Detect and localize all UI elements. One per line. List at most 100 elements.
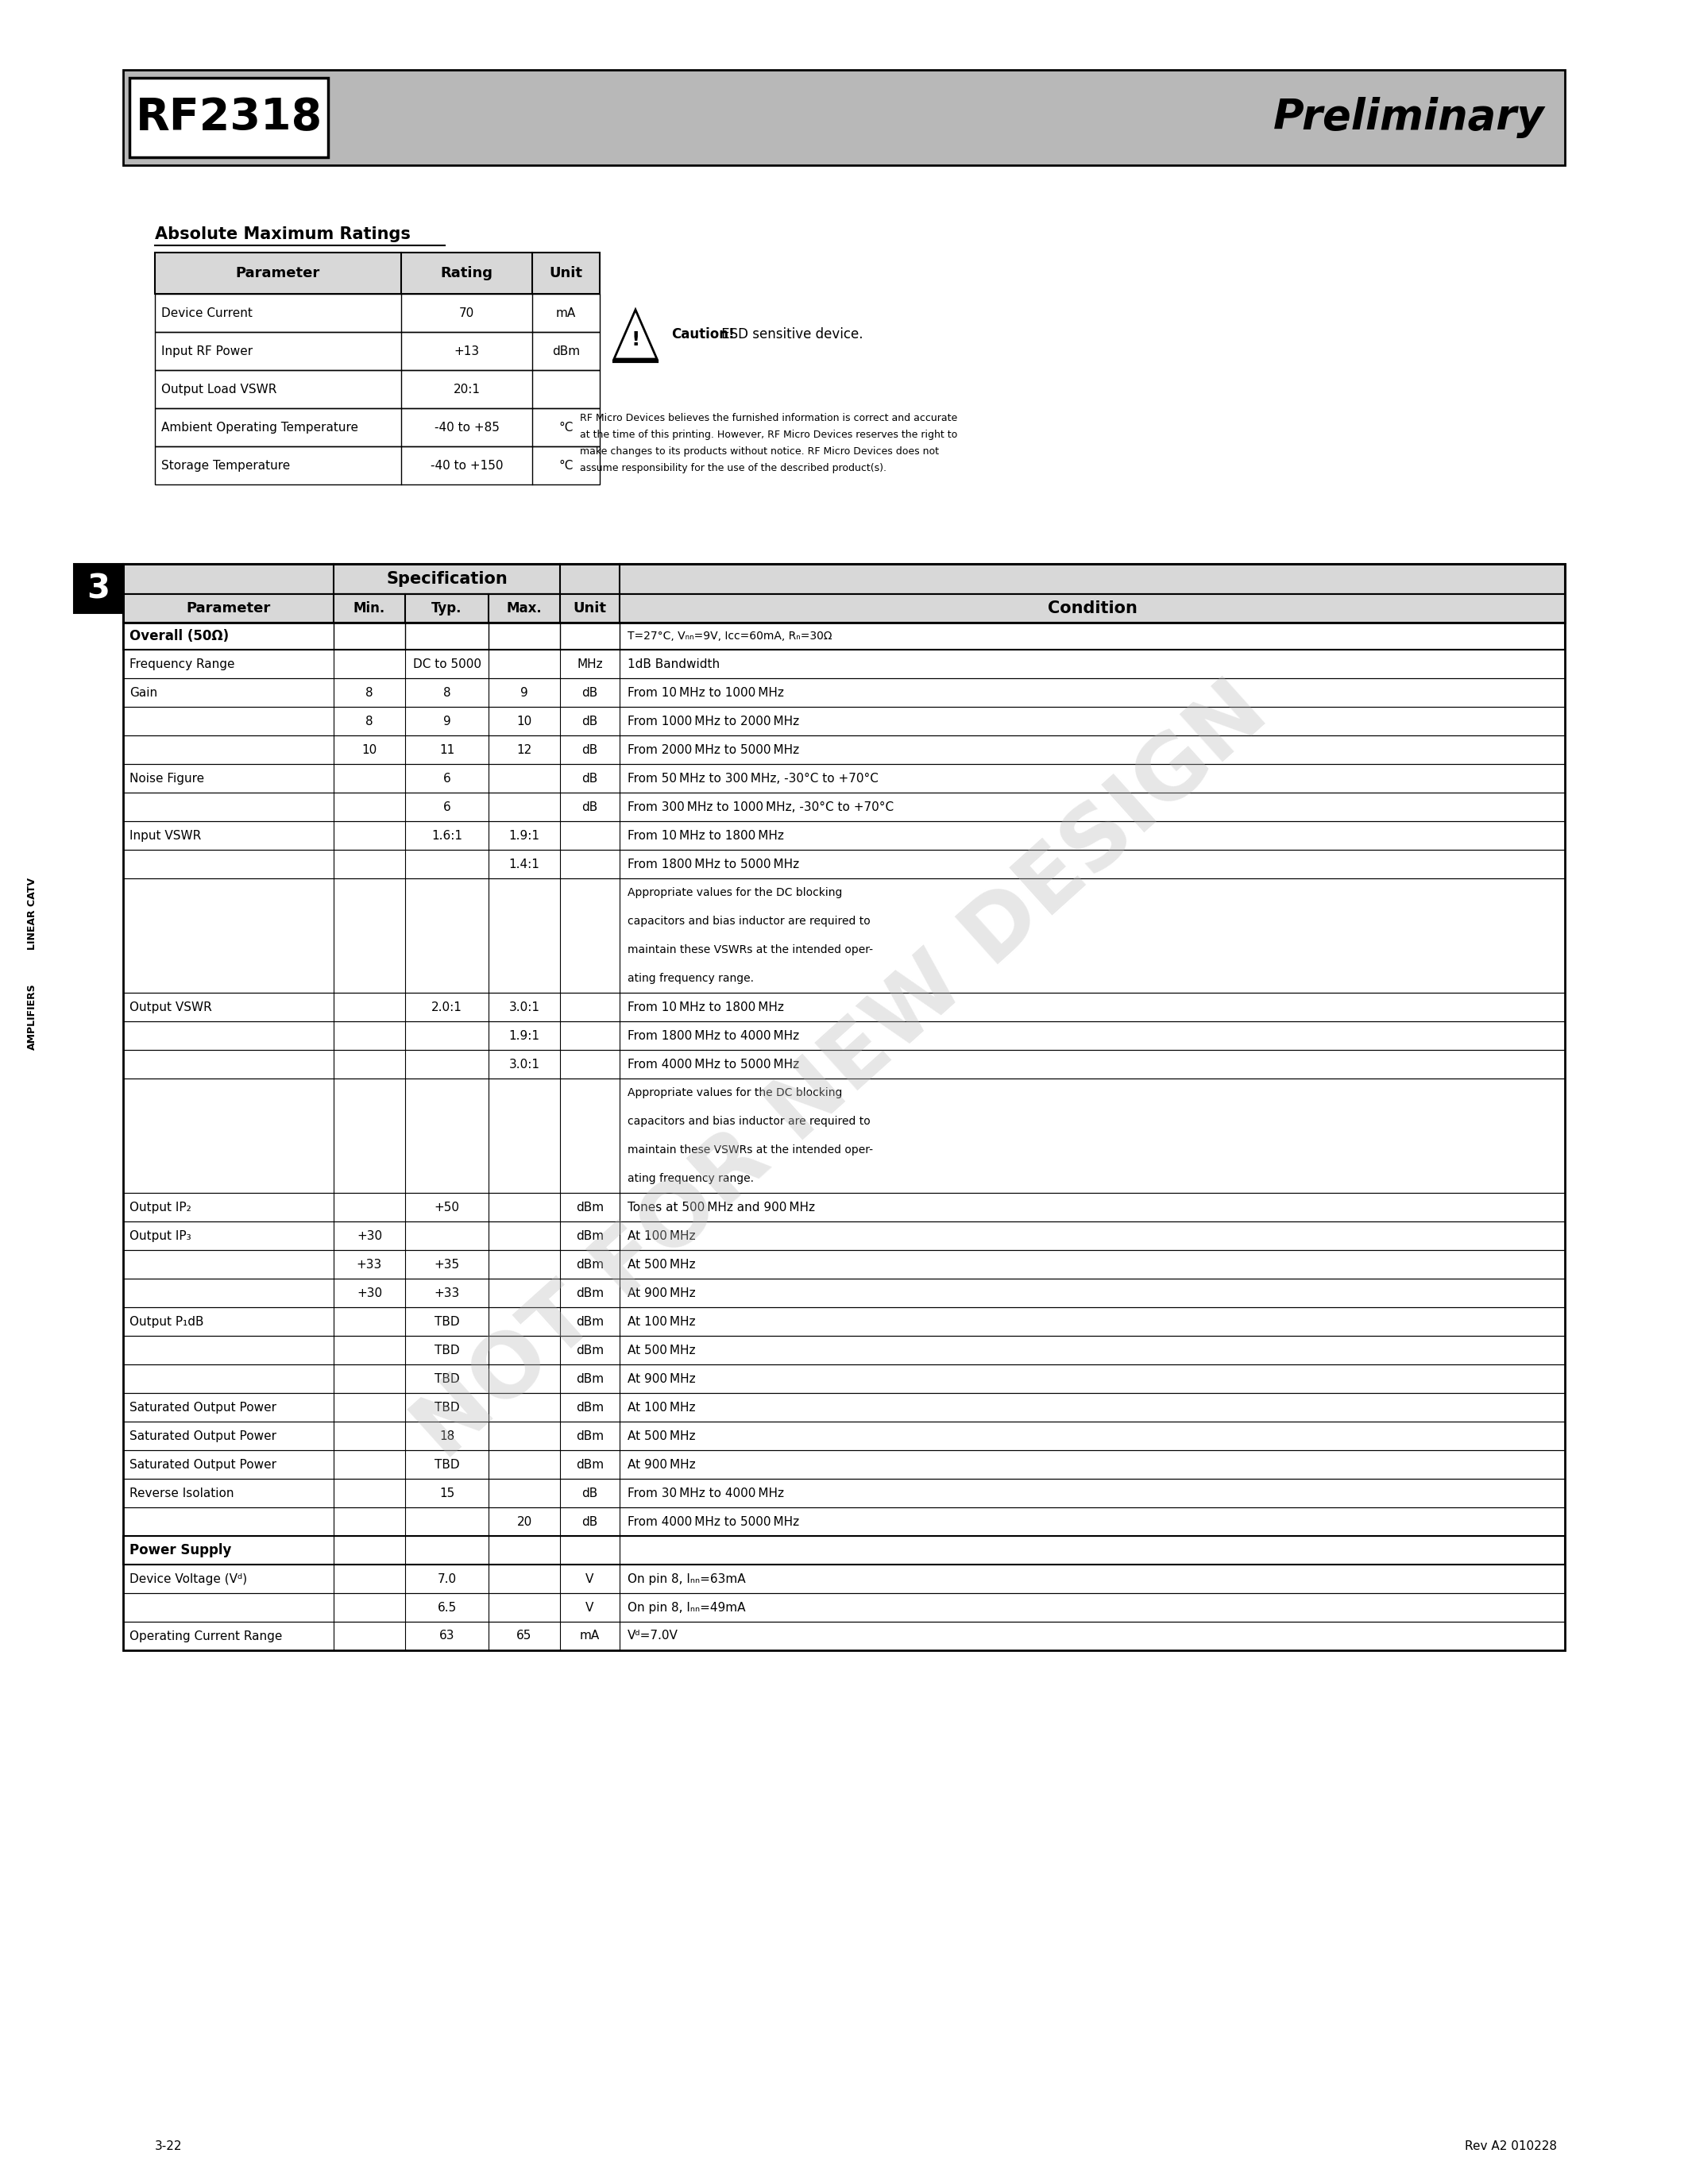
Bar bbox=[123, 1479, 1565, 1507]
Text: dBm: dBm bbox=[576, 1258, 604, 1271]
Text: dB: dB bbox=[582, 686, 598, 699]
Bar bbox=[123, 1192, 1565, 1221]
Text: +50: +50 bbox=[434, 1201, 459, 1212]
Text: 8: 8 bbox=[366, 714, 373, 727]
Bar bbox=[130, 79, 327, 157]
Text: From 4000 MHz to 5000 MHz: From 4000 MHz to 5000 MHz bbox=[628, 1516, 798, 1527]
Bar bbox=[123, 850, 1565, 878]
Text: 7.0: 7.0 bbox=[437, 1572, 456, 1586]
Text: Specification: Specification bbox=[387, 570, 508, 587]
Text: dBm: dBm bbox=[576, 1315, 604, 1328]
Text: -40 to +85: -40 to +85 bbox=[434, 422, 500, 432]
Text: dBm: dBm bbox=[576, 1201, 604, 1212]
Bar bbox=[123, 1450, 1565, 1479]
Text: -40 to +150: -40 to +150 bbox=[430, 459, 503, 472]
Text: +30: +30 bbox=[356, 1286, 381, 1299]
Text: At 100 MHz: At 100 MHz bbox=[628, 1230, 695, 1243]
Text: 9: 9 bbox=[442, 714, 451, 727]
Text: maintain these VSWRs at the intended oper-: maintain these VSWRs at the intended ope… bbox=[628, 1144, 873, 1155]
Text: 63: 63 bbox=[439, 1629, 454, 1642]
Text: Output Load VSWR: Output Load VSWR bbox=[162, 382, 277, 395]
Bar bbox=[123, 1051, 1565, 1079]
Text: dBm: dBm bbox=[576, 1459, 604, 1470]
Text: 20: 20 bbox=[517, 1516, 532, 1527]
Text: From 1000 MHz to 2000 MHz: From 1000 MHz to 2000 MHz bbox=[628, 714, 798, 727]
Text: 6.5: 6.5 bbox=[437, 1601, 456, 1614]
Text: °C: °C bbox=[559, 422, 574, 432]
Text: 3-22: 3-22 bbox=[155, 2140, 182, 2151]
Text: 6: 6 bbox=[442, 802, 451, 812]
Text: Device Current: Device Current bbox=[162, 308, 253, 319]
Text: 6: 6 bbox=[442, 773, 451, 784]
Text: At 900 MHz: At 900 MHz bbox=[628, 1459, 695, 1470]
Text: Input RF Power: Input RF Power bbox=[162, 345, 253, 356]
Text: From 10 MHz to 1800 MHz: From 10 MHz to 1800 MHz bbox=[628, 1000, 783, 1013]
Text: From 1800 MHz to 4000 MHz: From 1800 MHz to 4000 MHz bbox=[628, 1029, 798, 1042]
Bar bbox=[123, 649, 1565, 679]
Text: Operating Current Range: Operating Current Range bbox=[130, 1629, 282, 1642]
Text: On pin 8, Iₙₙ=49mA: On pin 8, Iₙₙ=49mA bbox=[628, 1601, 746, 1614]
Bar bbox=[123, 563, 1565, 594]
Text: Device Voltage (Vᵈ): Device Voltage (Vᵈ) bbox=[130, 1572, 246, 1586]
Text: From 10 MHz to 1800 MHz: From 10 MHz to 1800 MHz bbox=[628, 830, 783, 841]
Text: Condition: Condition bbox=[1047, 601, 1138, 616]
Text: 11: 11 bbox=[439, 745, 454, 756]
Text: dBm: dBm bbox=[576, 1431, 604, 1441]
Text: dBm: dBm bbox=[552, 345, 581, 356]
Text: Typ.: Typ. bbox=[432, 601, 463, 616]
Text: 12: 12 bbox=[517, 745, 532, 756]
Text: Output VSWR: Output VSWR bbox=[130, 1000, 213, 1013]
Text: 3: 3 bbox=[88, 572, 110, 605]
Bar bbox=[123, 994, 1565, 1022]
Text: From 2000 MHz to 5000 MHz: From 2000 MHz to 5000 MHz bbox=[628, 745, 798, 756]
Text: AMPLIFIERS: AMPLIFIERS bbox=[27, 983, 37, 1051]
Text: At 500 MHz: At 500 MHz bbox=[628, 1343, 695, 1356]
Text: 1dB Bandwidth: 1dB Bandwidth bbox=[628, 657, 719, 670]
Text: 8: 8 bbox=[366, 686, 373, 699]
Bar bbox=[155, 253, 599, 295]
Text: dB: dB bbox=[582, 1487, 598, 1498]
Text: Parameter: Parameter bbox=[186, 601, 270, 616]
Text: 10: 10 bbox=[517, 714, 532, 727]
Text: Output P₁dB: Output P₁dB bbox=[130, 1315, 204, 1328]
Text: 9: 9 bbox=[520, 686, 528, 699]
Text: On pin 8, Iₙₙ=63mA: On pin 8, Iₙₙ=63mA bbox=[628, 1572, 746, 1586]
Text: dB: dB bbox=[582, 773, 598, 784]
Bar bbox=[123, 764, 1565, 793]
Text: 15: 15 bbox=[439, 1487, 454, 1498]
Text: V: V bbox=[586, 1601, 594, 1614]
Text: mA: mA bbox=[579, 1629, 599, 1642]
Text: 1.4:1: 1.4:1 bbox=[508, 858, 540, 869]
Text: !: ! bbox=[631, 330, 640, 349]
Text: +13: +13 bbox=[454, 345, 479, 356]
Text: Gain: Gain bbox=[130, 686, 157, 699]
Text: 1.9:1: 1.9:1 bbox=[508, 830, 540, 841]
Text: TBD: TBD bbox=[434, 1459, 459, 1470]
Text: TBD: TBD bbox=[434, 1343, 459, 1356]
Text: From 300 MHz to 1000 MHz, -30°C to +70°C: From 300 MHz to 1000 MHz, -30°C to +70°C bbox=[628, 802, 893, 812]
Text: Noise Figure: Noise Figure bbox=[130, 773, 204, 784]
Bar bbox=[74, 563, 123, 614]
Text: NOT FOR NEW DESIGN: NOT FOR NEW DESIGN bbox=[400, 668, 1285, 1476]
Text: 20:1: 20:1 bbox=[452, 382, 479, 395]
Text: Reverse Isolation: Reverse Isolation bbox=[130, 1487, 235, 1498]
Bar bbox=[123, 594, 1565, 622]
Text: maintain these VSWRs at the intended oper-: maintain these VSWRs at the intended ope… bbox=[628, 943, 873, 954]
Text: °C: °C bbox=[559, 459, 574, 472]
Text: Unit: Unit bbox=[549, 266, 582, 280]
Bar bbox=[123, 563, 1565, 622]
Bar bbox=[155, 408, 599, 446]
Text: Saturated Output Power: Saturated Output Power bbox=[130, 1431, 277, 1441]
Text: MHz: MHz bbox=[577, 657, 603, 670]
Text: Caution!: Caution! bbox=[672, 328, 734, 341]
Bar bbox=[123, 878, 1565, 994]
Text: dB: dB bbox=[582, 802, 598, 812]
Bar bbox=[123, 708, 1565, 736]
Text: capacitors and bias inductor are required to: capacitors and bias inductor are require… bbox=[628, 915, 871, 926]
Text: TBD: TBD bbox=[434, 1374, 459, 1385]
Text: V: V bbox=[586, 1572, 594, 1586]
Text: At 900 MHz: At 900 MHz bbox=[628, 1286, 695, 1299]
Text: At 100 MHz: At 100 MHz bbox=[628, 1402, 695, 1413]
Bar bbox=[123, 1564, 1565, 1592]
Bar bbox=[123, 1278, 1565, 1308]
